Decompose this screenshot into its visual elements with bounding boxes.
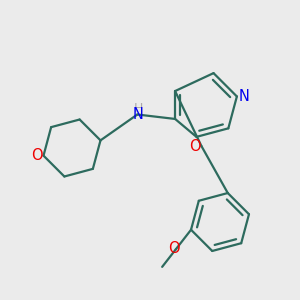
Text: O: O bbox=[31, 148, 42, 163]
Text: N: N bbox=[133, 107, 144, 122]
Text: O: O bbox=[168, 241, 179, 256]
Text: H: H bbox=[134, 102, 143, 115]
Text: N: N bbox=[238, 89, 249, 104]
Text: O: O bbox=[190, 139, 201, 154]
